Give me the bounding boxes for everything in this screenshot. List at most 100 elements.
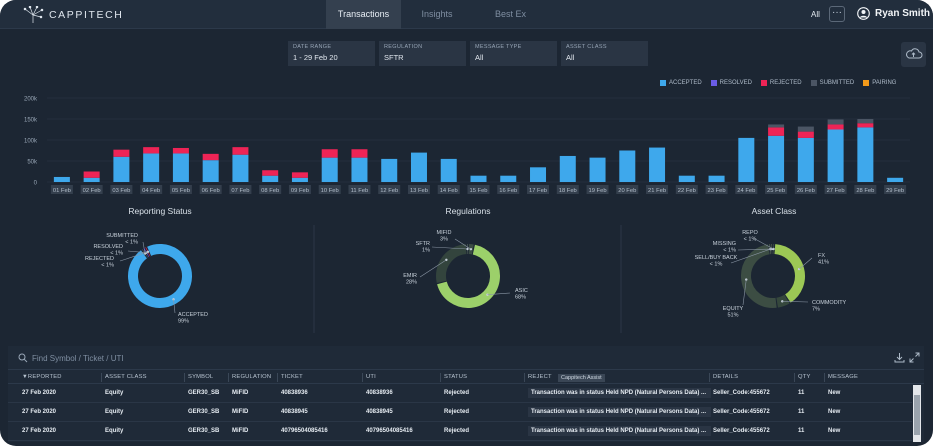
download-icon[interactable]	[894, 352, 905, 363]
column-header[interactable]: QTY	[798, 374, 811, 380]
bar-segment[interactable]	[291, 172, 308, 178]
column-header[interactable]: MESSAGE	[828, 374, 859, 380]
user-avatar-icon	[857, 7, 870, 20]
bar-segment[interactable]	[708, 175, 725, 182]
column-header[interactable]: SYMBOL	[188, 374, 214, 380]
bar-segment[interactable]	[172, 153, 189, 182]
bar-segment[interactable]	[768, 135, 785, 182]
table-row[interactable]: 27 Feb 2020 Equity GER30_SB MiFID 40838945 40…	[8, 404, 912, 422]
bar-segment[interactable]	[857, 119, 874, 124]
bar-segment[interactable]	[887, 177, 904, 182]
more-options-button[interactable]: ···	[829, 6, 845, 22]
bar-segment[interactable]	[321, 157, 338, 182]
bar-segment[interactable]	[797, 131, 814, 138]
bar-segment[interactable]	[857, 123, 874, 128]
column-header[interactable]: REJECT	[528, 374, 552, 380]
table-row[interactable]: 27 Feb 2020 Equity GER30_SB MiFID 40838936 40…	[8, 385, 912, 403]
column-header[interactable]: DETAILS	[713, 374, 739, 380]
bar-segment[interactable]	[113, 156, 130, 182]
column-divider[interactable]	[362, 373, 363, 382]
column-divider[interactable]	[524, 373, 525, 382]
bar-segment[interactable]	[351, 149, 368, 158]
grid-scrollbar[interactable]	[913, 385, 921, 442]
column-divider[interactable]	[101, 373, 102, 382]
donut-slice[interactable]	[741, 244, 777, 308]
bar-segment[interactable]	[83, 177, 100, 182]
bar-segment[interactable]	[619, 150, 636, 183]
bar-segment[interactable]	[172, 147, 189, 154]
legend-item[interactable]: ACCEPTED	[660, 80, 702, 86]
bar-segment[interactable]	[827, 124, 844, 130]
expand-icon[interactable]	[909, 352, 920, 363]
table-cell: 11	[798, 390, 805, 396]
column-divider[interactable]	[277, 373, 278, 382]
bar-segment[interactable]	[143, 153, 160, 182]
bar-segment[interactable]	[202, 160, 219, 182]
legend-item[interactable]: SUBMITTED	[810, 80, 854, 86]
bar-segment[interactable]	[202, 153, 219, 161]
bar-segment[interactable]	[589, 157, 606, 182]
column-header[interactable]: UTI	[366, 374, 376, 380]
column-divider[interactable]	[709, 373, 710, 382]
asset-class-filter[interactable]: ASSET CLASS All	[561, 41, 648, 66]
bar-segment[interactable]	[321, 149, 338, 158]
column-divider[interactable]	[440, 373, 441, 382]
bar-segment[interactable]	[738, 137, 755, 182]
cloud-upload-button[interactable]	[901, 42, 926, 67]
bar-segment[interactable]	[470, 175, 487, 182]
bar-segment[interactable]	[530, 167, 547, 182]
bar-segment[interactable]	[113, 149, 130, 157]
regulation-filter[interactable]: REGULATION SFTR	[379, 41, 466, 66]
bar-segment[interactable]	[797, 126, 814, 132]
scrollbar-thumb[interactable]	[914, 395, 920, 435]
column-header[interactable]: ▼REPORTED	[22, 374, 62, 380]
column-divider[interactable]	[184, 373, 185, 382]
bar-segment[interactable]	[768, 127, 785, 136]
slice-name: ASIC	[515, 288, 528, 294]
bar-segment[interactable]	[827, 129, 844, 183]
tab-best-ex[interactable]: Best Ex	[494, 9, 526, 19]
cappitech-assist-badge[interactable]: Cappitech Assist	[558, 374, 605, 382]
bar-segment[interactable]	[827, 119, 844, 125]
legend-item[interactable]: PAIRING	[863, 80, 896, 86]
legend-item[interactable]: REJECTED	[760, 80, 802, 86]
bar-segment[interactable]	[410, 152, 427, 182]
column-header[interactable]: TICKET	[281, 374, 303, 380]
column-header[interactable]: ASSET CLASS	[105, 374, 147, 380]
bar-segment[interactable]	[649, 147, 666, 182]
bar-segment[interactable]	[262, 175, 279, 182]
bar-segment[interactable]	[797, 137, 814, 182]
column-divider[interactable]	[824, 373, 825, 382]
donut-slice[interactable]	[128, 244, 192, 308]
legend-item[interactable]: RESOLVED	[710, 80, 752, 86]
column-divider[interactable]	[794, 373, 795, 382]
donut-slice[interactable]	[774, 244, 805, 303]
bar-segment[interactable]	[768, 124, 785, 128]
bar-segment[interactable]	[291, 177, 308, 182]
tab-insights[interactable]: Insights	[421, 9, 453, 19]
bar-segment[interactable]	[500, 175, 517, 182]
search-input[interactable]	[32, 351, 332, 365]
bar-segment[interactable]	[381, 158, 398, 182]
all-filter-toggle[interactable]: All	[811, 10, 820, 19]
tab-transactions[interactable]: Transactions	[326, 0, 401, 29]
bar-segment[interactable]	[351, 157, 368, 182]
bar-segment[interactable]	[53, 176, 70, 182]
date-range-filter[interactable]: DATE RANGE 1 - 29 Feb 20	[288, 41, 375, 66]
user-menu[interactable]: Ryan Smith	[857, 7, 930, 20]
bar-segment[interactable]	[678, 175, 695, 182]
bar-segment[interactable]	[262, 170, 279, 176]
column-header[interactable]: REGULATION	[232, 374, 272, 380]
bar-segment[interactable]	[232, 154, 249, 182]
bar-segment[interactable]	[232, 147, 249, 155]
bar-segment[interactable]	[559, 155, 576, 182]
column-header[interactable]: STATUS	[444, 374, 468, 380]
donut-slice[interactable]	[436, 244, 467, 283]
bar-segment[interactable]	[143, 147, 160, 154]
table-row[interactable]: 27 Feb 2020 Equity GER30_SB MiFID 4079650408…	[8, 423, 912, 441]
bar-segment[interactable]	[857, 127, 874, 182]
column-divider[interactable]	[228, 373, 229, 382]
bar-segment[interactable]	[440, 158, 457, 182]
message-type-filter[interactable]: MESSAGE TYPE All	[470, 41, 557, 66]
bar-segment[interactable]	[83, 171, 100, 178]
